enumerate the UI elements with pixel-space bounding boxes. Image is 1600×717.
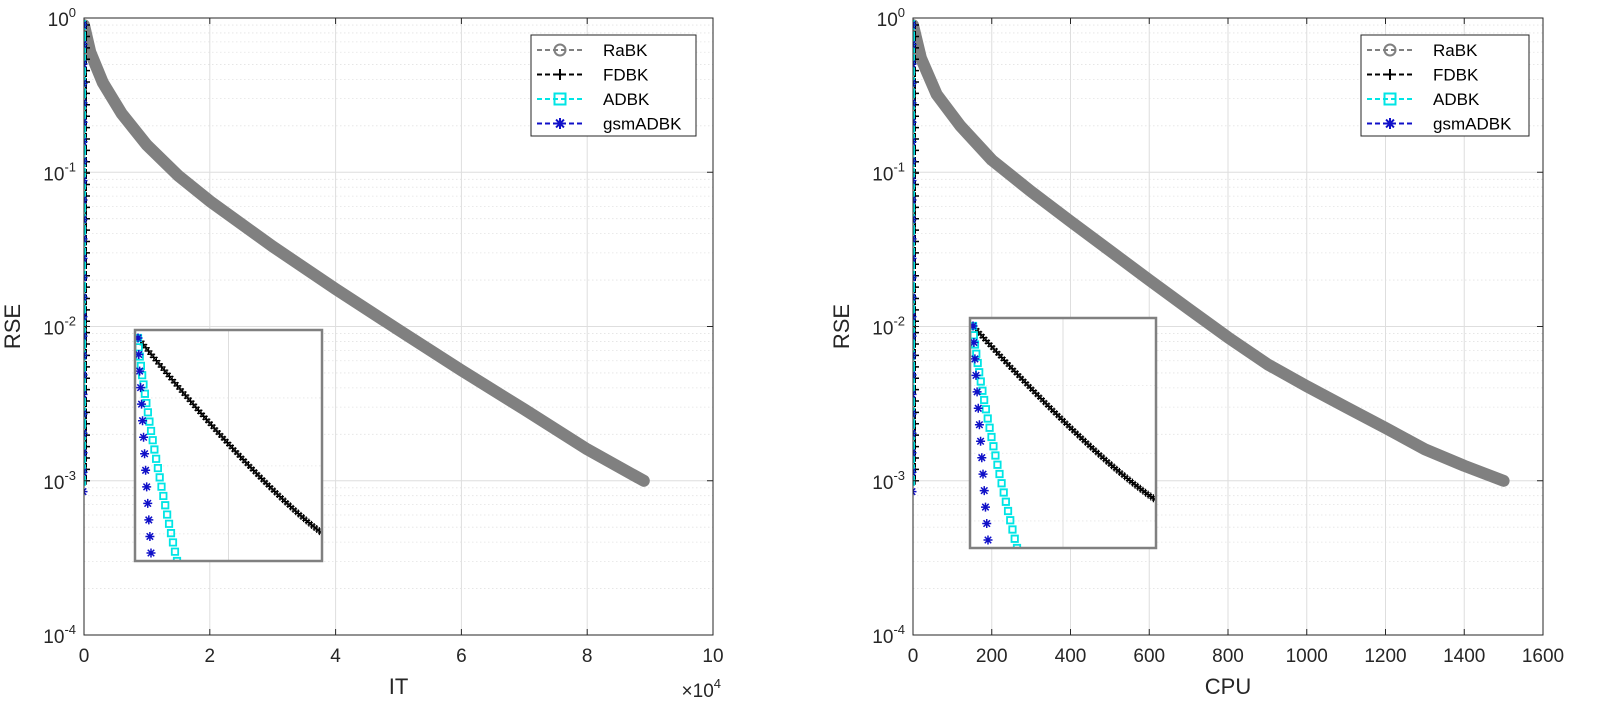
- x-tick-label: 0: [908, 646, 919, 667]
- x-tick-label: 400: [1055, 646, 1087, 667]
- inset-gsmadbk-markers: [135, 333, 156, 558]
- chart-panel-cpu: 0 200 400 600 800 1000 1200 1400 160010010-110-2…: [829, 5, 1564, 699]
- y-tick-base: 10: [43, 164, 64, 185]
- y-tick-exponent: -2: [64, 314, 76, 329]
- y-tick-exponent: 0: [69, 5, 76, 20]
- y-axis-label: RSE: [829, 304, 854, 349]
- series-group: [84, 19, 650, 496]
- legend-marker-adbk: [553, 92, 567, 106]
- y-tick-label: 10-3: [43, 468, 76, 494]
- x-tick-label: 200: [976, 646, 1008, 667]
- series-rabk-line: [84, 19, 650, 487]
- y-tick-exponent: -4: [893, 622, 905, 637]
- x-tick-label: 1000: [1286, 646, 1328, 667]
- y-tick-label: 100: [877, 5, 905, 31]
- legend-marker-gsmadbk: [554, 118, 566, 129]
- y-tick-label: 10-4: [872, 622, 905, 648]
- inset-content: [970, 318, 1156, 548]
- x-tick-label: 10: [702, 646, 723, 667]
- legend-box: [530, 34, 697, 137]
- legend-label-fdbk: FDBK: [603, 66, 649, 85]
- x-tick-label: 800: [1212, 646, 1244, 667]
- x-tick-label: 1200: [1364, 646, 1406, 667]
- x-tick-label: 0: [79, 646, 90, 667]
- y-tick-label: 10-2: [872, 314, 905, 340]
- y-tick-base: 10: [872, 627, 893, 648]
- legend-marker-rabk: [553, 43, 567, 57]
- y-tick-label: 10-2: [43, 314, 76, 340]
- x-multiplier-base: ×10: [682, 681, 714, 702]
- inset-content: [135, 330, 322, 561]
- legend-label-adbk: ADBK: [603, 90, 650, 109]
- legend-marker-fdbk: [554, 69, 566, 80]
- legend: RaBK FDBK ADBK gsmADBK: [530, 34, 697, 137]
- x-tick-label: 4: [330, 646, 341, 667]
- zoom-inset: [968, 316, 1158, 550]
- x-axis-label: IT: [389, 674, 409, 699]
- series-rabk-line: [913, 19, 1510, 487]
- y-tick-label: 10-4: [43, 622, 76, 648]
- y-tick-base: 10: [48, 10, 69, 31]
- legend-label-gsmadbk: gsmADBK: [1433, 115, 1512, 134]
- inset-gsmadbk-markers: [970, 321, 993, 545]
- legend-marker-adbk: [1383, 92, 1397, 106]
- inset-border: [133, 328, 324, 563]
- x-axis-label: CPU: [1205, 674, 1251, 699]
- y-axis-label: RSE: [0, 304, 25, 349]
- y-tick-base: 10: [872, 164, 893, 185]
- x-tick-label: 1600: [1522, 646, 1564, 667]
- legend-label-gsmadbk: gsmADBK: [603, 115, 682, 134]
- y-tick-base: 10: [872, 319, 893, 340]
- y-tick-label: 10-1: [872, 159, 905, 185]
- y-tick-exponent: -1: [64, 159, 76, 174]
- y-tick-exponent: 0: [898, 5, 905, 20]
- inset-border: [968, 316, 1158, 550]
- y-tick-exponent: -3: [64, 468, 76, 483]
- y-tick-exponent: -4: [64, 622, 76, 637]
- x-tick-label: 600: [1133, 646, 1165, 667]
- y-tick-label: 100: [48, 5, 76, 31]
- y-tick-label: 10-1: [43, 159, 76, 185]
- y-tick-base: 10: [872, 473, 893, 494]
- legend-label-rabk: RaBK: [603, 41, 648, 60]
- y-tick-base: 10: [877, 10, 898, 31]
- legend: RaBK FDBK ADBK gsmADBK: [1360, 34, 1530, 137]
- y-tick-base: 10: [43, 627, 64, 648]
- x-multiplier-exponent: 4: [714, 676, 721, 691]
- series-group: [913, 19, 1510, 496]
- legend-label-rabk: RaBK: [1433, 41, 1478, 60]
- chart-panel-iterations: 0 2 4 6 8 1010010-110-210-310-4ITRSE×104RaBKF…: [0, 5, 724, 702]
- zoom-inset: [133, 328, 324, 563]
- y-tick-label: 10-3: [872, 468, 905, 494]
- x-tick-label: 1400: [1443, 646, 1485, 667]
- x-tick-label: 8: [582, 646, 593, 667]
- y-tick-base: 10: [43, 473, 64, 494]
- legend-marker-gsmadbk: [1384, 118, 1396, 129]
- x-tick-label: 2: [205, 646, 216, 667]
- legend-label-fdbk: FDBK: [1433, 66, 1479, 85]
- legend-marker-fdbk: [1384, 69, 1396, 80]
- y-tick-exponent: -1: [893, 159, 905, 174]
- x-multiplier: ×104: [682, 676, 721, 702]
- y-tick-exponent: -3: [893, 468, 905, 483]
- y-tick-base: 10: [43, 319, 64, 340]
- legend-label-adbk: ADBK: [1433, 90, 1480, 109]
- x-tick-label: 6: [456, 646, 467, 667]
- legend-marker-rabk: [1383, 43, 1397, 57]
- y-tick-exponent: -2: [893, 314, 905, 329]
